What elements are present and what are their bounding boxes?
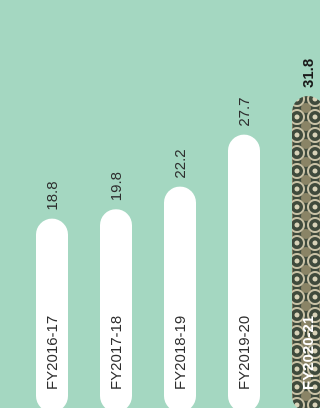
bar-fy2016-17 [36, 218, 68, 408]
bar-fy2017-18 [100, 209, 132, 408]
category-label: FY2020-21 [300, 316, 317, 390]
value-label: 19.8 [108, 172, 125, 201]
bar-fy2018-19 [164, 186, 196, 408]
category-label: FY2017-18 [108, 316, 125, 390]
category-label: FY2016-17 [44, 316, 61, 390]
value-label: 18.8 [44, 181, 61, 210]
value-label: 27.7 [236, 97, 253, 126]
value-label: 31.8 [300, 59, 317, 88]
bar-fy2020-21 [292, 96, 320, 408]
category-label: FY2018-19 [172, 316, 189, 390]
category-label: FY2019-20 [236, 316, 253, 390]
value-label: 22.2 [172, 149, 189, 178]
bar-fy2019-20 [228, 134, 260, 408]
